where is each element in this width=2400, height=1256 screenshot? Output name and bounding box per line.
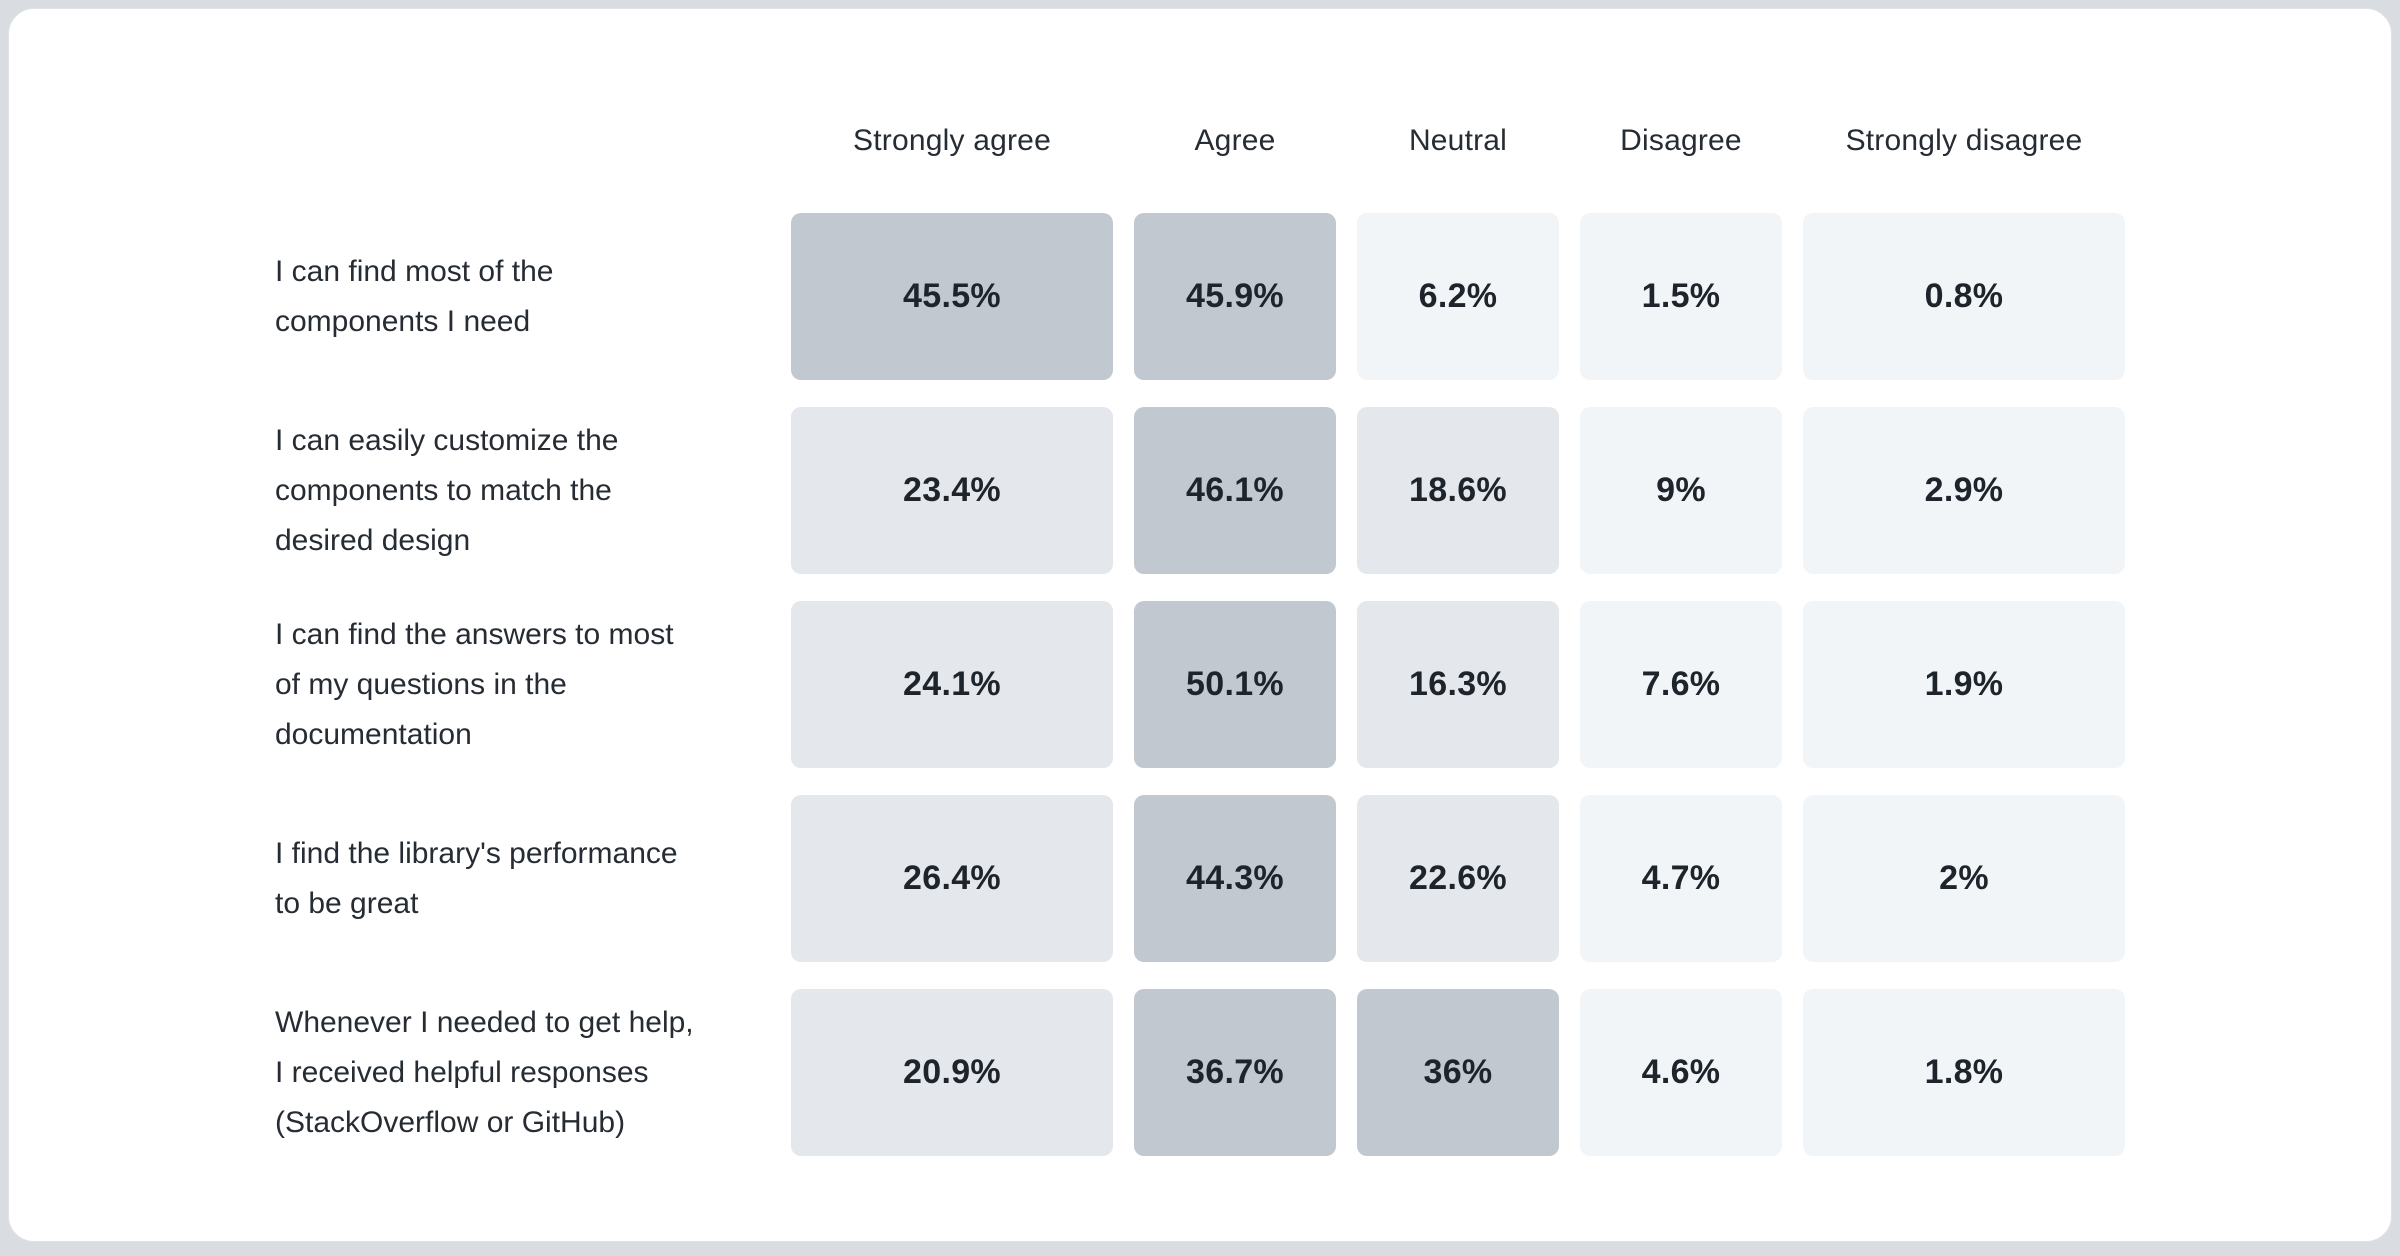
heatmap-cell: 45.5% [791,213,1113,380]
row-label: Whenever I needed to get help, I receive… [275,1005,694,1139]
heatmap-cell: 1.9% [1803,601,2125,768]
heatmap-cell: 23.4% [791,407,1113,574]
survey-results-card: Strongly agree Agree Neutral Disagree Strong… [8,8,2392,1242]
heatmap-cell: 36% [1357,989,1559,1156]
column-header-neutral: Neutral [1408,124,1508,157]
grid-corner [275,96,770,186]
heatmap-cell: 20.9% [791,989,1113,1156]
row-label: I find the library's performance to be g… [275,836,678,920]
row-label: I can find the answers to most of my que… [275,617,674,751]
heatmap-cell: 45.9% [1134,213,1336,380]
column-header-strongly-agree: Strongly agree [853,124,1051,157]
heatmap-cell: 18.6% [1357,407,1559,574]
heatmap-cell: 4.7% [1580,795,1782,962]
heatmap-cell: 2% [1803,795,2125,962]
heatmap-cell: 1.5% [1580,213,1782,380]
row-label: I can easily customize the components to… [275,423,619,557]
heatmap-cell: 46.1% [1134,407,1336,574]
heatmap-cell: 1.8% [1803,989,2125,1156]
row-label: I can find most of the components I need [275,254,554,338]
heatmap-cell: 6.2% [1357,213,1559,380]
heatmap-cell: 50.1% [1134,601,1336,768]
column-header-disagree: Disagree [1620,124,1742,157]
column-header-strongly-disagree: Strongly disagree [1845,124,2083,157]
likert-heatmap: Strongly agree Agree Neutral Disagree Strong… [275,96,2391,1156]
heatmap-cell: 36.7% [1134,989,1336,1156]
heatmap-cell: 44.3% [1134,795,1336,962]
heatmap-cell: 26.4% [791,795,1113,962]
column-header-agree: Agree [1194,124,1276,157]
heatmap-cell: 2.9% [1803,407,2125,574]
heatmap-cell: 9% [1580,407,1782,574]
heatmap-cell: 16.3% [1357,601,1559,768]
heatmap-cell: 7.6% [1580,601,1782,768]
heatmap-cell: 4.6% [1580,989,1782,1156]
heatmap-cell: 24.1% [791,601,1113,768]
heatmap-cell: 22.6% [1357,795,1559,962]
heatmap-cell: 0.8% [1803,213,2125,380]
